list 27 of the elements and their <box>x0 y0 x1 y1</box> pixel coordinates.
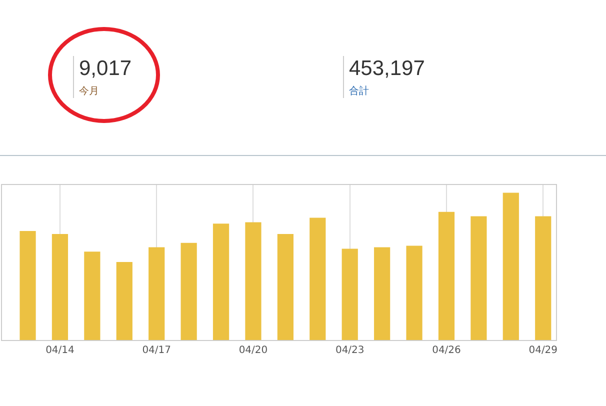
text: 今月 <box>79 85 100 98</box>
bar <box>502 192 519 340</box>
text: 453,197 <box>349 56 425 82</box>
bar <box>148 247 165 340</box>
x-tick-label: 04/14 <box>46 345 74 356</box>
x-tick-label: 04/23 <box>335 345 364 356</box>
bar <box>310 218 326 340</box>
bar <box>20 231 36 340</box>
bar <box>438 212 455 340</box>
bar <box>470 216 487 340</box>
bar <box>245 222 262 340</box>
text: 合計 <box>349 84 370 98</box>
bar <box>406 246 422 340</box>
bar <box>277 234 294 340</box>
bar <box>342 248 358 340</box>
bar <box>180 242 197 340</box>
x-tick-label: 04/17 <box>142 345 172 356</box>
bar <box>374 247 390 340</box>
x-tick-label: 04/20 <box>238 345 268 356</box>
bar <box>535 216 552 340</box>
x-tick-label: 04/29 <box>528 345 558 356</box>
bar <box>52 234 68 340</box>
bar <box>84 252 100 340</box>
bar <box>116 262 132 340</box>
text: 9,017 <box>79 56 132 82</box>
x-tick-label: 04/26 <box>432 345 461 356</box>
bar <box>212 224 230 340</box>
